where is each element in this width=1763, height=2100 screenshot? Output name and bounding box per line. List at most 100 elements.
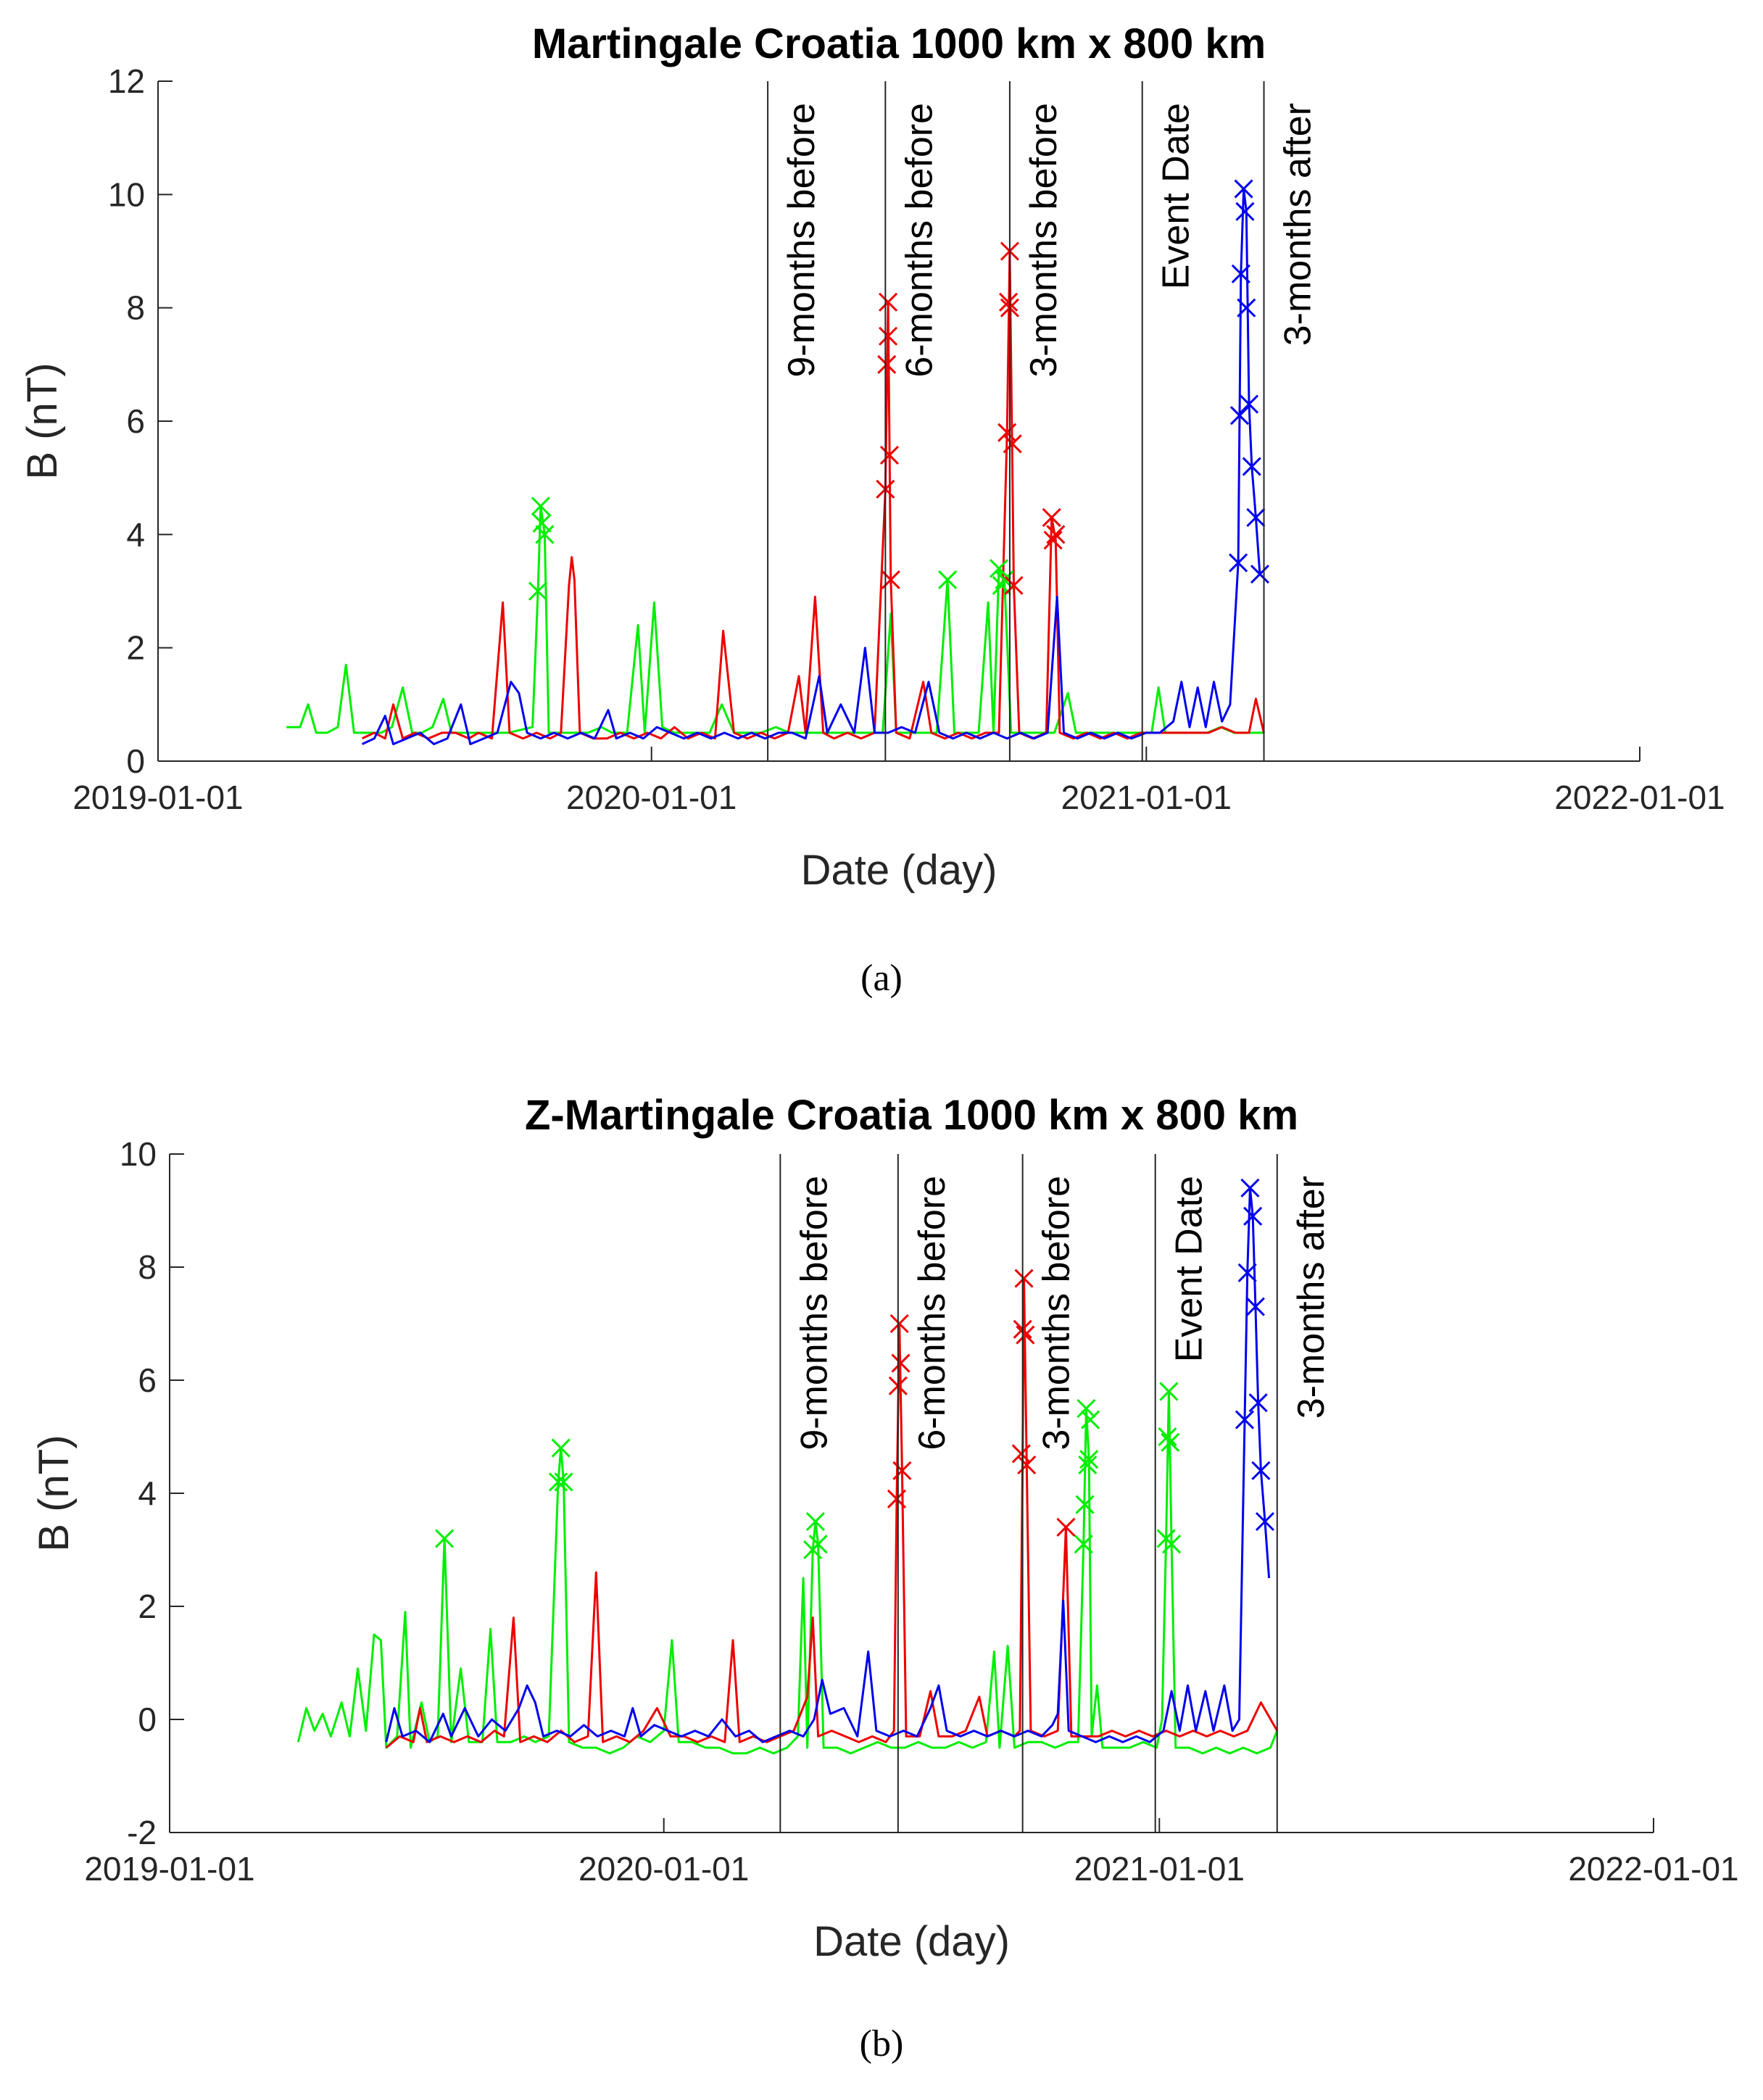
y-tick-label: 8	[126, 289, 145, 327]
event-label: Event Date	[1169, 1176, 1211, 1362]
marker-red	[1017, 1455, 1037, 1475]
y-tick-label: 10	[108, 175, 145, 213]
marker-red	[1014, 1269, 1034, 1288]
event-label: 3-months before	[1023, 103, 1065, 378]
marker-green	[551, 1438, 571, 1458]
marker-red	[998, 292, 1019, 312]
marker-green	[535, 525, 555, 544]
x-tick-label: 2022-01-01	[1568, 1850, 1738, 1888]
marker-red	[891, 1353, 910, 1373]
marker-red	[877, 354, 897, 374]
marker-blue	[1245, 1297, 1265, 1316]
y-tick-label: 0	[138, 1701, 157, 1738]
marker-blue	[1248, 1393, 1268, 1413]
x-axis-label: Date (day)	[801, 847, 997, 894]
event-label: 3-months after	[1290, 1176, 1332, 1419]
event-label: 6-months before	[898, 103, 940, 378]
marker-blue	[1234, 179, 1253, 199]
chart-panel-a: Martingale Croatia 1000 km x 800 km 0 2 4 6 8…	[0, 0, 1763, 1044]
marker-blue	[1246, 507, 1266, 527]
chart-title: Martingale Croatia 1000 km x 800 km	[532, 20, 1266, 67]
marker-green	[805, 1511, 825, 1532]
marker-green	[1075, 1495, 1095, 1514]
y-axis-label: B (nT)	[19, 362, 66, 479]
series-line-blue	[385, 1187, 1271, 1743]
x-axis-label: Date (day)	[813, 1918, 1010, 1965]
marker-red	[887, 1489, 907, 1508]
chart-a: Martingale Croatia 1000 km x 800 km 0 2 4 6 8…	[19, 20, 1725, 894]
marker-blue	[1240, 1178, 1260, 1198]
marker-blue	[1237, 1263, 1257, 1282]
marker-green	[1079, 1450, 1099, 1469]
marker-blue	[1237, 298, 1256, 318]
series-line-red	[385, 1277, 1279, 1749]
y-tick-label: 4	[138, 1474, 157, 1512]
marker-green	[938, 570, 958, 589]
marker-red	[1016, 1325, 1035, 1345]
marker-blue	[1255, 1511, 1275, 1532]
marker-green	[1077, 1398, 1096, 1419]
y-axis-label: B (nT)	[30, 1435, 78, 1551]
series-line-blue	[361, 188, 1261, 745]
marker-green	[532, 513, 552, 533]
marker-green	[989, 559, 1009, 578]
panel-label-a: (a)	[860, 958, 903, 999]
marker-green	[1162, 1535, 1182, 1554]
marker-blue	[1235, 202, 1255, 221]
marker-blue	[1231, 264, 1250, 283]
y-tick-label: 6	[138, 1361, 157, 1399]
marker-blue	[1242, 457, 1261, 476]
marker-blue	[1251, 1461, 1271, 1480]
marker-green	[1161, 1432, 1180, 1452]
marker-red	[1011, 1444, 1031, 1464]
marker-red	[1003, 434, 1022, 454]
marker-red	[997, 423, 1017, 442]
series-line-green	[286, 505, 1264, 734]
marker-blue	[1229, 553, 1248, 573]
x-tick-label: 2019-01-01	[72, 779, 243, 816]
panel-label-b: (b)	[859, 2023, 904, 2064]
chart-title: Z-Martingale Croatia 1000 km x 800 km	[525, 1092, 1298, 1139]
marker-red	[1004, 576, 1024, 595]
marker-red	[1046, 525, 1066, 544]
y-tick-label: 8	[138, 1248, 157, 1286]
marker-green	[1078, 1455, 1098, 1475]
y-tick-label: 12	[108, 62, 145, 100]
y-tick-label: 2	[126, 629, 145, 667]
event-label: Event Date	[1156, 103, 1198, 289]
y-tick-label: 2	[138, 1588, 157, 1625]
marker-blue	[1239, 394, 1259, 414]
marker-green	[1074, 1535, 1093, 1554]
marker-green	[554, 1472, 573, 1492]
y-tick-label: 6	[126, 402, 145, 440]
marker-blue	[1250, 564, 1270, 584]
marker-red	[879, 445, 900, 465]
marker-red	[892, 1461, 912, 1480]
marker-green	[1158, 1427, 1177, 1447]
series-line-red	[361, 250, 1265, 740]
event-label: 3-months after	[1277, 103, 1319, 346]
x-tick-label: 2022-01-01	[1554, 779, 1725, 816]
y-tick-label: 4	[126, 515, 145, 553]
x-tick-label: 2020-01-01	[578, 1850, 749, 1888]
marker-red	[1042, 507, 1061, 527]
marker-blue	[1229, 406, 1250, 426]
x-tick-label: 2019-01-01	[84, 1850, 254, 1888]
chart-panel-b: Z-Martingale Croatia 1000 km x 800 km -2 0…	[0, 1044, 1763, 2100]
marker-green	[548, 1472, 568, 1492]
marker-blue	[1235, 1410, 1255, 1429]
marker-red	[1043, 531, 1063, 550]
chart-b: Z-Martingale Croatia 1000 km x 800 km -2 0…	[30, 1092, 1739, 1965]
marker-green	[808, 1535, 828, 1554]
marker-blue	[1243, 1206, 1263, 1226]
marker-green	[531, 497, 550, 516]
marker-green	[528, 581, 548, 601]
x-tick-label: 2021-01-01	[1061, 779, 1232, 816]
event-label: 3-months before	[1036, 1176, 1078, 1451]
event-label: 6-months before	[911, 1176, 953, 1451]
marker-green	[1080, 1410, 1100, 1429]
marker-green	[1159, 1382, 1179, 1401]
event-label: 9-months before	[793, 1176, 835, 1451]
marker-red	[889, 1313, 909, 1334]
marker-red	[879, 326, 898, 346]
